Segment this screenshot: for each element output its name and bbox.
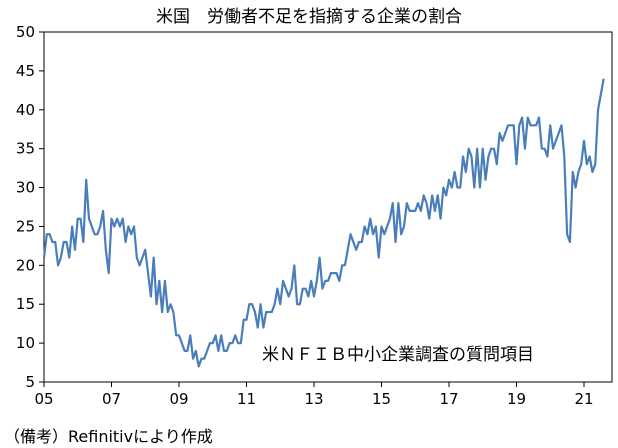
x-tick-label: 19 [507,390,526,408]
y-tick-label: 25 [16,217,35,235]
y-axis-ticks: 5 10 15 20 25 30 35 40 45 50 [16,23,44,391]
y-tick-label: 45 [16,62,35,80]
x-tick-label: 09 [169,390,188,408]
y-tick-label: 40 [16,101,35,119]
x-tick-label: 13 [304,390,323,408]
y-tick-label: 50 [16,23,35,41]
x-tick-label: 07 [102,390,121,408]
y-tick-label: 30 [16,179,35,197]
series-line [42,78,605,368]
source-note: （備考）Refinitivにより作成 [4,427,213,446]
chart-title: 米国 労働者不足を指摘する企業の割合 [156,7,462,27]
plot-area [43,31,613,383]
x-tick-label: 17 [439,390,458,408]
x-tick-label: 11 [237,390,256,408]
x-tick-label: 21 [574,390,593,408]
x-axis-ticks: 05 07 09 11 13 15 17 19 21 [34,382,594,408]
y-tick-label: 15 [16,295,35,313]
y-tick-label: 5 [25,373,35,391]
y-tick-label: 10 [16,334,35,352]
chart-annotation: 米ＮＦＩＢ中小企業調査の質問項目 [262,345,534,365]
x-tick-label: 15 [372,390,391,408]
y-tick-label: 20 [16,256,35,274]
y-tick-label: 35 [16,140,35,158]
x-tick-label: 05 [34,390,53,408]
